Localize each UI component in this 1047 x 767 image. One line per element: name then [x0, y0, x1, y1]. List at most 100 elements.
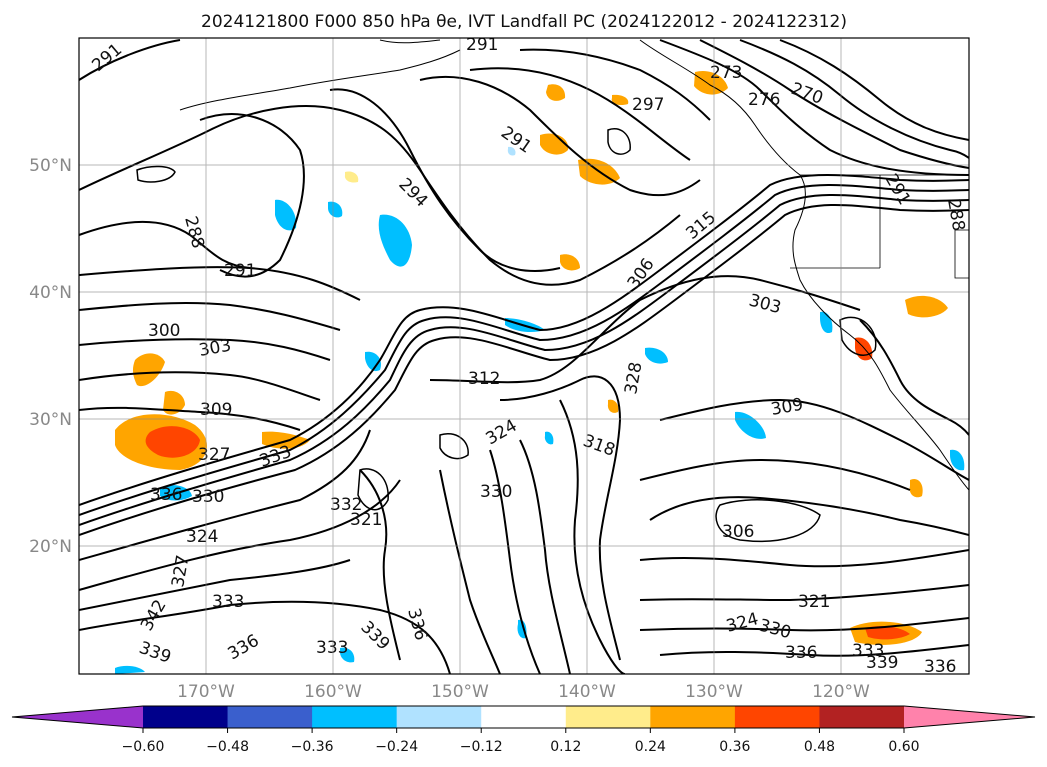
contour-line — [519, 439, 571, 674]
shade-area — [546, 84, 566, 101]
contour-line — [469, 67, 691, 161]
shade-area — [365, 351, 381, 372]
lon-label: 160°W — [304, 682, 362, 702]
gridlines — [79, 38, 969, 674]
contour-line — [519, 48, 711, 121]
contour-label: 330 — [192, 487, 224, 507]
contour-label: 332 — [330, 495, 362, 515]
lon-label: 170°W — [177, 682, 235, 702]
contour-line — [639, 458, 911, 491]
contour-label: 339 — [866, 653, 898, 673]
colorbar-tick-label: 0.12 — [550, 739, 581, 755]
lat-label: 50°N — [29, 156, 72, 176]
lon-label: 120°W — [812, 682, 870, 702]
colorbar-tick-label: 0.48 — [804, 739, 835, 755]
lon-label: 140°W — [558, 682, 616, 702]
contour-line — [659, 398, 969, 481]
contour-label: 273 — [710, 63, 742, 83]
shade-area — [544, 431, 554, 445]
colorbar-segment — [565, 706, 651, 728]
contour-label: 321 — [350, 510, 382, 530]
contour-label: 333 — [316, 638, 348, 658]
contour-line — [499, 375, 622, 661]
shade-area — [909, 478, 923, 498]
shade-area — [132, 353, 165, 387]
contour-line — [419, 75, 701, 197]
shade-area — [340, 647, 355, 663]
contour-line — [659, 39, 969, 176]
colorbar-tick-label: −0.48 — [206, 739, 249, 755]
colorbar-segment — [650, 706, 736, 728]
shade-area — [950, 449, 965, 471]
colorbar: −0.60 −0.48 −0.36 −0.24 −0.12 0.12 0.24 0.36 0.4… — [11, 705, 1036, 755]
contour-label: 300 — [148, 321, 180, 341]
shade-area — [328, 201, 343, 218]
lat-label: 20°N — [29, 537, 72, 557]
colorbar-segment — [312, 706, 398, 728]
coastline-alaska — [379, 39, 441, 44]
contour-line — [649, 496, 969, 536]
shade-area — [540, 133, 569, 155]
contour-line — [839, 316, 877, 356]
contour-label: 324 — [186, 527, 218, 547]
contour-line — [79, 204, 969, 536]
contour-line — [659, 644, 969, 657]
colorbar-tick-label: −0.36 — [291, 739, 334, 755]
shade-area — [115, 665, 145, 674]
contour-line — [199, 113, 305, 278]
contour-line — [79, 174, 969, 506]
lon-label: 130°W — [685, 682, 743, 702]
contour-label: 276 — [748, 90, 780, 110]
contour-line — [639, 617, 969, 632]
contour-label: 306 — [722, 522, 754, 542]
shade-area — [560, 254, 580, 271]
contour-line — [739, 39, 969, 159]
contour-line — [859, 319, 969, 436]
contour-line — [79, 39, 181, 81]
colorbar-tick-label: −0.60 — [122, 739, 165, 755]
contour-label: 336 — [924, 657, 956, 677]
colorbar-segment — [734, 706, 820, 728]
contour-line — [79, 184, 969, 516]
contour-label: 321 — [798, 592, 830, 612]
contour-line — [79, 429, 371, 561]
contour-line — [779, 39, 969, 141]
contour-label: 309 — [200, 400, 232, 420]
contour-line — [136, 165, 176, 183]
contour-line — [79, 559, 351, 611]
map-title: 2024121800 F000 850 hPa θe, IVT Landfall… — [201, 12, 847, 32]
contour-label: 291 — [466, 35, 498, 55]
contour-line — [79, 406, 301, 431]
contour-line — [359, 469, 401, 661]
shade-area — [145, 426, 200, 458]
shade-area — [607, 399, 619, 413]
coastline-north-america — [639, 39, 969, 491]
contour-label: 330 — [480, 482, 512, 502]
contour-line — [429, 275, 861, 384]
colorbar-segment — [396, 706, 482, 728]
contour-label: 336 — [785, 643, 817, 663]
shade-area — [645, 347, 668, 364]
colorbar-tick-label: 0.60 — [888, 739, 919, 755]
contour-line — [79, 371, 321, 401]
contour-line — [489, 449, 541, 674]
colorbar-tick-label: 0.24 — [635, 739, 666, 755]
contour-label: 327 — [198, 445, 230, 465]
contour-line — [329, 88, 561, 272]
shade-area — [163, 390, 185, 415]
contour-label: 333 — [212, 592, 244, 612]
colorbar-tick-label: −0.24 — [375, 739, 418, 755]
colorbar-segment — [819, 706, 905, 728]
shade-area — [344, 171, 359, 183]
colorbar-tick-label: 0.36 — [719, 739, 750, 755]
contour-label: 297 — [632, 95, 664, 115]
contour-label: 336 — [150, 485, 182, 505]
contour-label: 333 — [852, 641, 884, 661]
contour-line — [79, 194, 969, 526]
lat-label: 40°N — [29, 283, 72, 303]
contour-line — [79, 479, 401, 591]
colorbar-tick-label: −0.12 — [460, 739, 503, 755]
contour-line — [639, 584, 969, 602]
contour-line — [439, 469, 501, 674]
contour-line — [559, 399, 626, 674]
